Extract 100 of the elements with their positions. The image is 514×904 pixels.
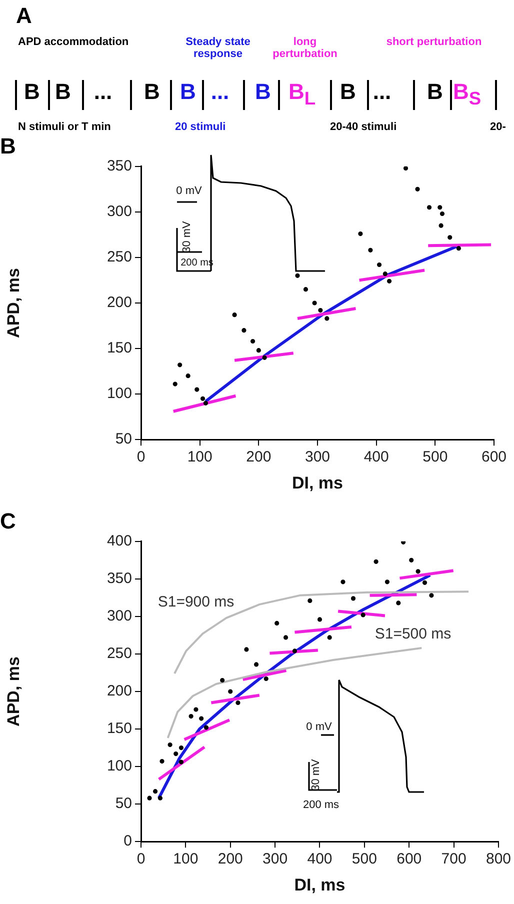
- point: [250, 338, 256, 344]
- text: 20-40 stimuli: [330, 121, 397, 134]
- point: [174, 751, 178, 756]
- text: 20-: [490, 121, 506, 134]
- x-tick-label: 300: [304, 448, 330, 466]
- annotation: 30 mV: [310, 759, 322, 792]
- annotation: S1=900 ms: [158, 594, 234, 611]
- point: [401, 541, 406, 544]
- x-axis-title: DI, ms: [292, 473, 344, 492]
- point: [426, 205, 432, 210]
- y-tick-label: 350: [106, 570, 132, 588]
- text: B: [255, 79, 271, 104]
- annotation: S1=500 ms: [374, 626, 452, 643]
- x-tick-label: 400: [307, 850, 332, 868]
- point: [292, 648, 298, 654]
- text: B: [144, 79, 160, 104]
- point: [194, 387, 200, 392]
- point: [188, 714, 194, 719]
- point: [264, 676, 268, 682]
- x-tick-label: 800: [486, 850, 511, 868]
- y-axis-title: APD, ms: [4, 268, 23, 338]
- text: B: [340, 79, 356, 104]
- annotation: 0 mV: [176, 185, 202, 198]
- text: long perturbation: [272, 36, 338, 60]
- point: [384, 580, 390, 584]
- point: [244, 647, 249, 652]
- point: [409, 558, 414, 562]
- point: [194, 707, 198, 712]
- chart-title: B: [0, 133, 16, 158]
- point: [438, 205, 442, 210]
- text: Steady state response: [184, 36, 252, 60]
- x-tick-label: 300: [262, 850, 288, 868]
- point: [403, 166, 408, 171]
- x-tick-label: 200: [218, 850, 243, 868]
- point: [200, 396, 206, 401]
- x-tick-label: 400: [364, 448, 389, 466]
- point: [360, 612, 366, 618]
- point: [168, 742, 172, 748]
- point: [396, 600, 401, 606]
- point: [317, 617, 322, 622]
- point: [318, 308, 323, 313]
- point: [448, 235, 452, 240]
- x-tick-label: 100: [187, 448, 212, 466]
- text: ...: [94, 79, 112, 104]
- x-tick-label: 500: [352, 850, 377, 868]
- x-tick-label: 600: [396, 850, 422, 868]
- point: [422, 580, 428, 585]
- y-axis-title: APD, ms: [4, 656, 23, 726]
- point: [236, 700, 240, 706]
- text: N stimuli or T min: [18, 121, 111, 134]
- y-tick-label: 50: [115, 795, 132, 812]
- point: [178, 745, 184, 750]
- x-tick-label: 0: [136, 448, 146, 466]
- text: B$_{L}$: [288, 79, 316, 109]
- point: [386, 278, 392, 284]
- y-tick-label: 250: [106, 248, 132, 266]
- x-tick-label: 0: [136, 850, 146, 868]
- point: [203, 400, 208, 406]
- x-tick-label: 600: [481, 448, 507, 466]
- text: B$_{S}$: [452, 79, 482, 109]
- chart-title: C: [0, 508, 16, 534]
- point: [429, 593, 434, 598]
- point: [382, 272, 388, 276]
- y-tick-label: 50: [115, 430, 132, 448]
- point: [147, 796, 152, 800]
- point: [303, 287, 308, 292]
- y-tick-label: 150: [106, 720, 132, 738]
- text: short perturbation: [385, 36, 483, 48]
- point: [242, 328, 246, 333]
- point: [220, 678, 225, 683]
- y-tick-label: 300: [106, 608, 132, 625]
- text: APD accommodation: [18, 36, 129, 48]
- point: [295, 273, 300, 278]
- point: [312, 300, 317, 306]
- point: [186, 374, 190, 378]
- y-tick-label: 400: [106, 532, 132, 550]
- text: ...: [372, 79, 392, 104]
- point: [327, 635, 332, 640]
- y-tick-label: 300: [106, 203, 132, 220]
- point: [274, 620, 280, 626]
- point: [416, 569, 420, 574]
- text: ...: [210, 79, 230, 104]
- x-tick-label: 200: [246, 448, 272, 466]
- point: [199, 716, 204, 721]
- point: [172, 382, 178, 386]
- text: B: [55, 79, 71, 104]
- point: [204, 725, 209, 730]
- point: [350, 596, 356, 601]
- y-tick-label: 250: [106, 645, 132, 662]
- point: [153, 789, 158, 794]
- x-tick-label: 100: [173, 850, 198, 868]
- y-tick-label: 0: [124, 832, 132, 850]
- point: [178, 362, 182, 368]
- point: [358, 231, 363, 236]
- point: [254, 662, 259, 667]
- point: [256, 348, 261, 353]
- point: [438, 223, 444, 228]
- x-tick-label: 700: [441, 850, 466, 868]
- text: B: [427, 79, 443, 104]
- point: [374, 559, 378, 564]
